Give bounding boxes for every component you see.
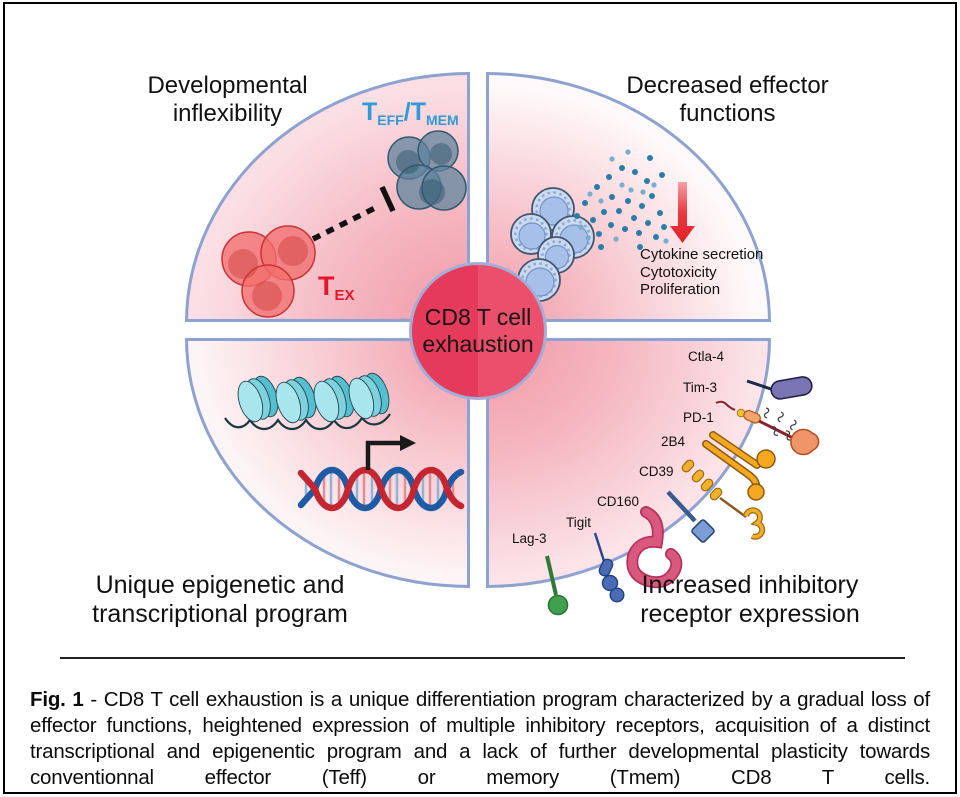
caption-text: CD8 T cell exhaustion is a unique differ… <box>30 687 930 789</box>
cd8-exhaustion-diagram: CD8 T cell exhaustion Developmental infl… <box>65 72 905 629</box>
tex-sub: EX <box>334 287 355 304</box>
list-item: Proliferation <box>640 281 721 298</box>
title-line: Decreased effector <box>626 72 829 99</box>
tex-label: TEX <box>318 271 355 304</box>
title-line: Developmental <box>147 72 308 99</box>
title-decreased-effector: Decreased effector functions <box>595 72 860 128</box>
center-line2: exhaustion <box>422 331 534 357</box>
title-epigenetic-program: Unique epigenetic and transcriptional pr… <box>65 571 375 629</box>
title-line: transcriptional program <box>92 600 348 628</box>
figure-caption: Fig. 1 - CD8 T cell exhaustion is a uniq… <box>30 687 930 791</box>
receptor-label-tigit: Tigit <box>566 515 592 530</box>
title-line: Unique epigenetic and <box>95 571 345 599</box>
title-line: receptor expression <box>640 600 860 628</box>
receptor-label-pd1: PD-1 <box>683 410 714 425</box>
teff-sub: EFF <box>377 112 404 128</box>
title-inhibitory-receptors: Increased inhibitory receptor expression <box>595 571 905 629</box>
title-line: functions <box>679 100 776 127</box>
receptor-label-2b4: 2B4 <box>661 434 686 449</box>
effector-functions-list: Cytokine secretion Cytotoxicity Prolifer… <box>640 246 763 299</box>
caption-separator: - <box>83 687 104 711</box>
receptor-label-cd39: CD39 <box>639 464 674 479</box>
center-line1: CD8 T cell <box>424 304 532 330</box>
tex-t: T <box>318 271 335 301</box>
title-line: Increased inhibitory <box>641 571 859 599</box>
title-line: inflexibility <box>172 100 283 127</box>
center-hub: CD8 T cell exhaustion <box>409 262 547 400</box>
receptor-label-tim3: Tim-3 <box>683 380 717 395</box>
receptor-label-lag3: Lag-3 <box>512 531 547 546</box>
list-item: Cytotoxicity <box>640 263 717 281</box>
figure-border <box>3 2 957 794</box>
caption-fig-label: Fig. 1 <box>30 687 84 711</box>
caption-divider <box>60 657 905 659</box>
teff-t: T <box>362 98 378 126</box>
tmem-sub: MEM <box>425 112 459 128</box>
title-developmental-inflexibility: Developmental inflexibility <box>95 72 360 128</box>
receptor-label-ctla4: Ctla-4 <box>688 349 725 364</box>
slash: / <box>403 98 411 126</box>
receptor-label-cd160: CD160 <box>597 494 640 509</box>
list-item: Cytokine secretion <box>640 246 764 263</box>
teff-tmem-label: TEFF/TMEM <box>362 98 459 128</box>
tmem-t: T <box>410 98 426 126</box>
